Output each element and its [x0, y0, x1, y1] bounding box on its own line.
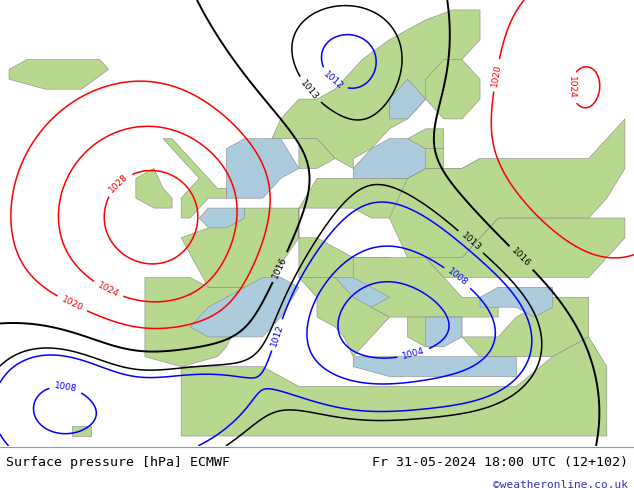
Text: 1020: 1020 — [490, 63, 503, 87]
Polygon shape — [181, 208, 299, 287]
Polygon shape — [299, 277, 389, 357]
Polygon shape — [226, 139, 299, 198]
Polygon shape — [190, 277, 299, 337]
Polygon shape — [145, 277, 254, 367]
Text: 1016: 1016 — [271, 255, 289, 279]
Text: 1013: 1013 — [459, 231, 482, 253]
Polygon shape — [425, 59, 480, 119]
Text: 1013: 1013 — [299, 78, 320, 102]
Text: Surface pressure [hPa] ECMWF: Surface pressure [hPa] ECMWF — [6, 456, 230, 469]
Text: 1008: 1008 — [54, 381, 78, 393]
Text: 1028: 1028 — [107, 172, 130, 195]
Text: 1008: 1008 — [446, 267, 469, 288]
Polygon shape — [299, 159, 480, 238]
Polygon shape — [335, 277, 389, 307]
Text: Fr 31-05-2024 18:00 UTC (12+102): Fr 31-05-2024 18:00 UTC (12+102) — [372, 456, 628, 469]
Polygon shape — [389, 148, 444, 178]
Text: 1012: 1012 — [321, 70, 345, 92]
Polygon shape — [480, 287, 552, 317]
Polygon shape — [425, 317, 462, 347]
Polygon shape — [9, 59, 108, 89]
Text: 1004: 1004 — [401, 346, 425, 361]
Polygon shape — [181, 337, 607, 436]
Text: 1024: 1024 — [567, 76, 576, 99]
Text: 1020: 1020 — [60, 294, 84, 313]
Polygon shape — [389, 79, 425, 119]
Polygon shape — [272, 10, 480, 169]
Polygon shape — [299, 139, 335, 169]
Polygon shape — [353, 357, 516, 376]
Polygon shape — [299, 238, 389, 287]
Polygon shape — [136, 169, 172, 208]
Polygon shape — [425, 218, 625, 277]
Polygon shape — [353, 258, 498, 317]
Polygon shape — [163, 139, 226, 218]
Text: ©weatheronline.co.uk: ©weatheronline.co.uk — [493, 480, 628, 490]
Text: 1016: 1016 — [510, 246, 533, 269]
Text: 1024: 1024 — [96, 281, 120, 299]
Polygon shape — [72, 426, 91, 436]
Polygon shape — [408, 317, 462, 347]
Polygon shape — [462, 297, 589, 357]
Polygon shape — [389, 119, 625, 258]
Polygon shape — [353, 139, 425, 178]
Polygon shape — [199, 208, 245, 228]
Text: 1012: 1012 — [269, 322, 285, 347]
Polygon shape — [408, 129, 444, 159]
